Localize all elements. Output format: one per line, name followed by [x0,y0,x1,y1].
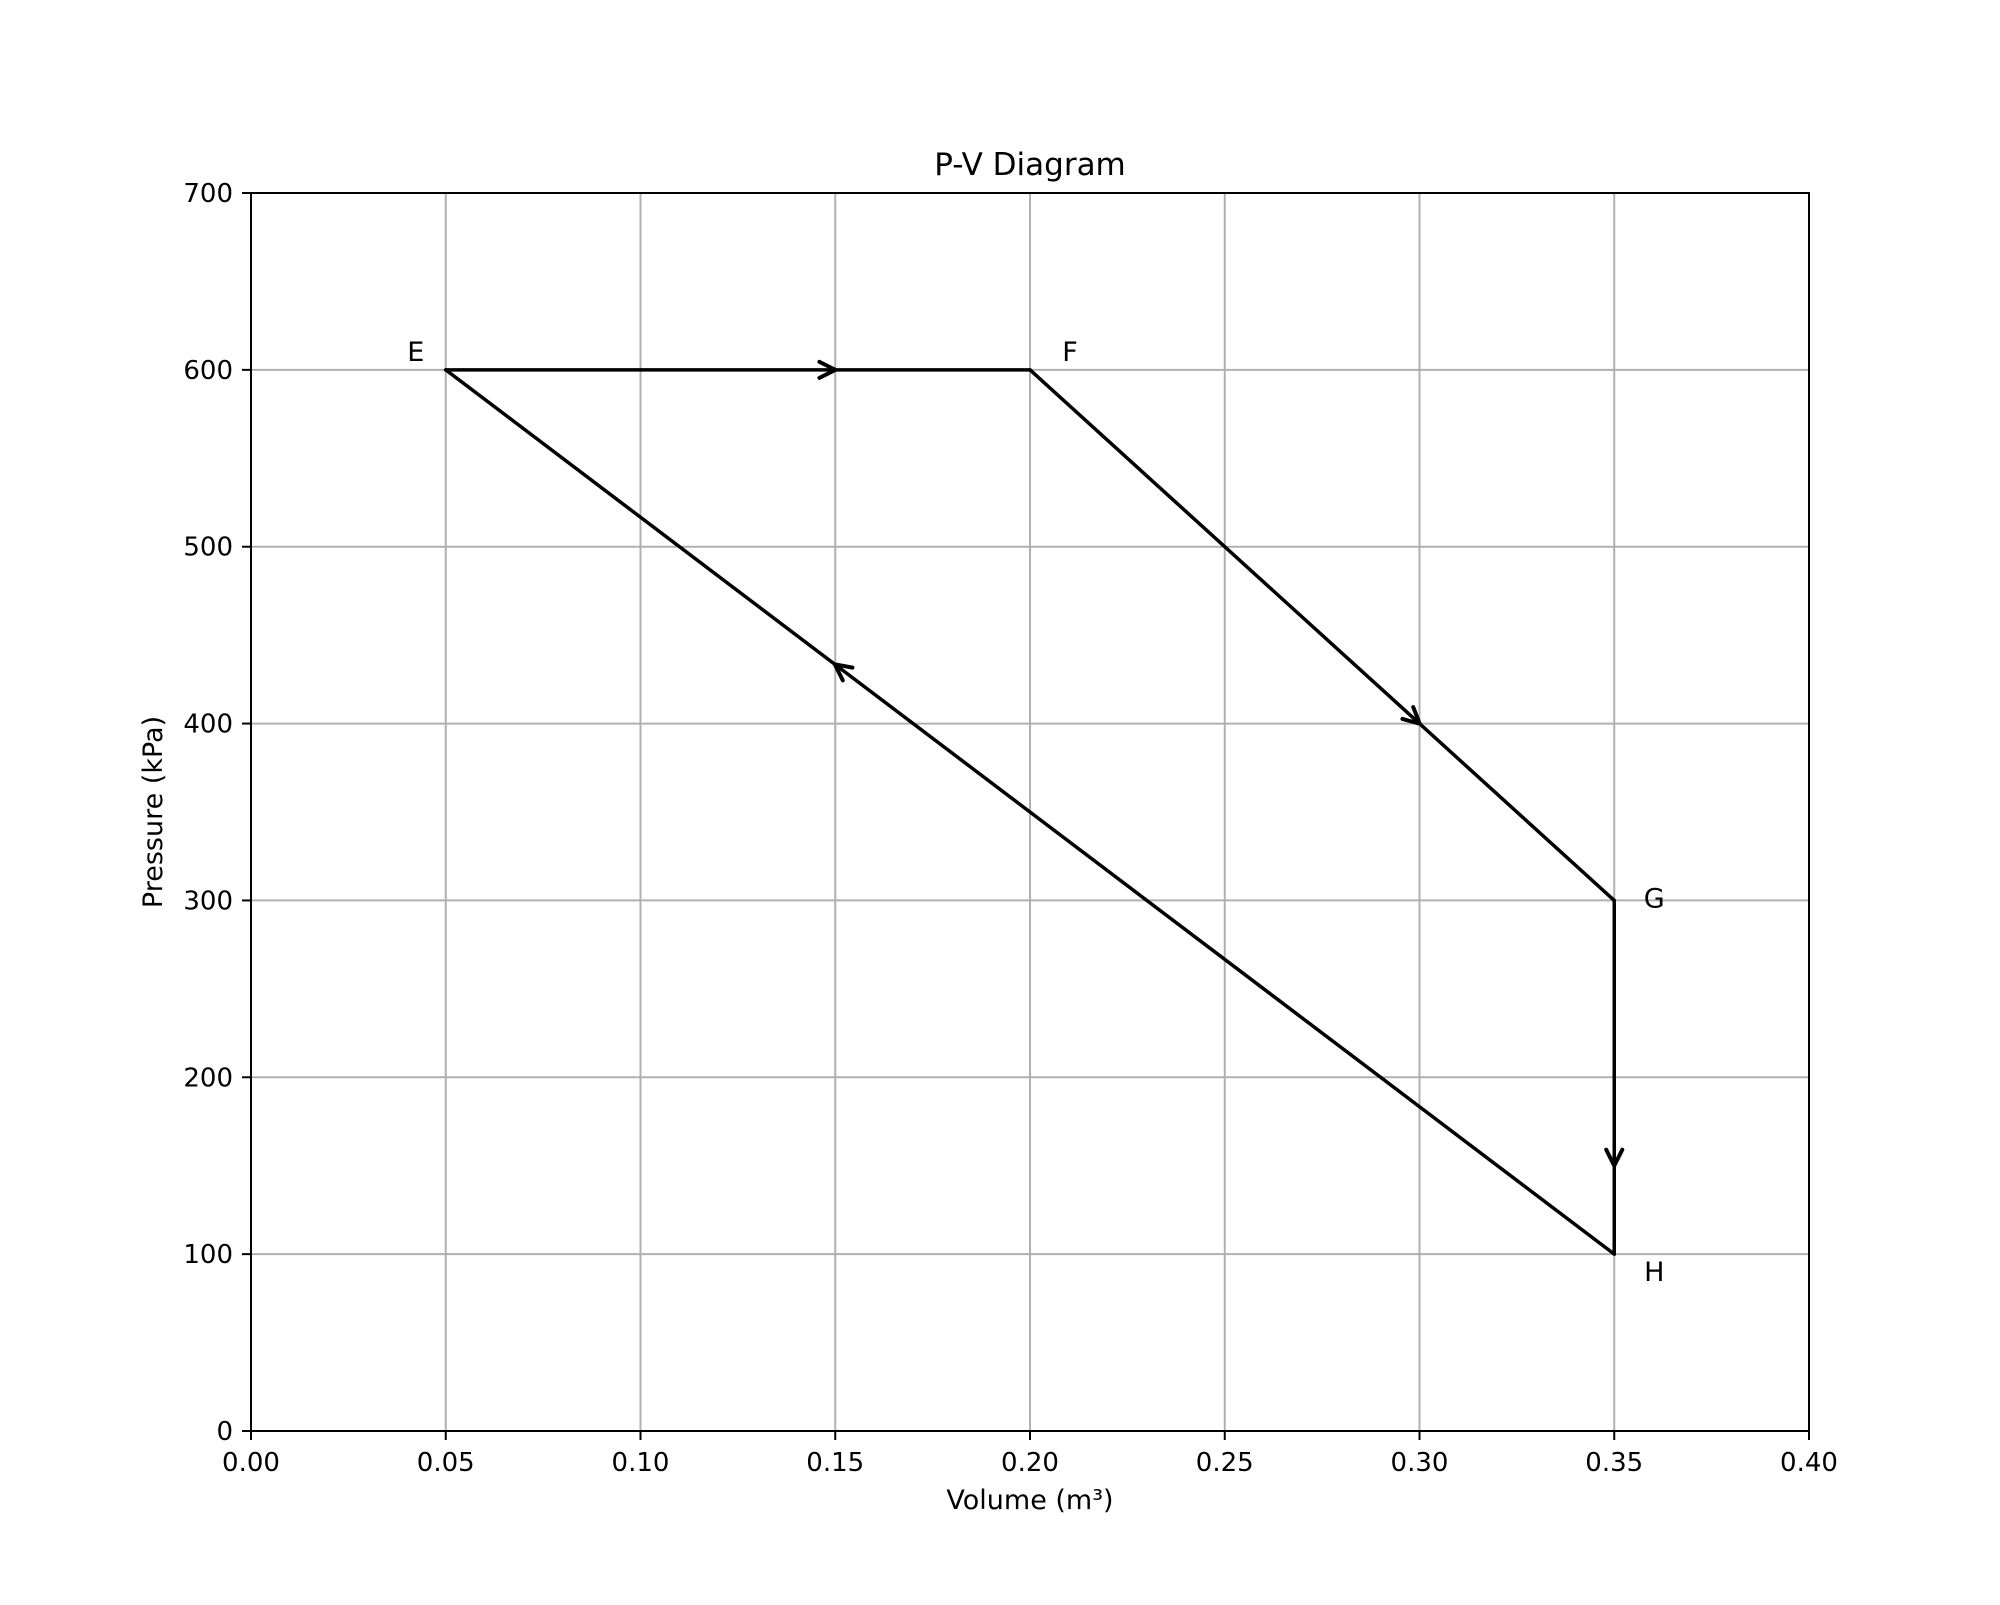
arrow-F-G [1400,705,1422,726]
x-tick-label-6: 0.30 [1391,1448,1449,1478]
path-H-E [444,368,1616,1256]
x-tick-label-2: 0.10 [612,1448,670,1478]
x-tick-label-8: 0.40 [1780,1448,1838,1478]
x-tick-label-5: 0.25 [1196,1448,1254,1478]
y-axis-label: Pressure (kPa) [138,716,169,908]
point-label-G: G [1644,883,1665,914]
chart-title: P-V Diagram [934,147,1126,183]
point-label-H: H [1644,1257,1664,1288]
point-labels: E F G H [407,337,1665,1288]
y-tick-label-1: 100 [183,1240,233,1270]
x-tick-label-1: 0.05 [417,1448,475,1478]
point-label-E: E [407,337,424,368]
x-tick-label-4: 0.20 [1001,1448,1059,1478]
y-tick-label-4: 400 [183,710,233,740]
cycle-paths [444,368,1616,1256]
direction-arrows [817,359,1625,1168]
y-tick-label-3: 300 [183,886,233,916]
y-tick-label-5: 500 [183,533,233,563]
y-tick-label-2: 200 [183,1063,233,1093]
arrow-H-E [832,662,855,683]
x-tick-label-3: 0.15 [806,1448,864,1478]
y-tick-label-0: 0 [216,1417,233,1447]
y-tick-label-7: 700 [183,179,233,209]
axis-ticks: 0.00 0.05 0.10 0.15 0.20 0.25 0.30 0.35 0.40 0 100… [183,179,1838,1478]
arrow-G-H [1604,1147,1625,1168]
path-F-G [1028,368,1616,903]
point-label-F: F [1062,337,1078,368]
x-tick-label-7: 0.35 [1585,1448,1643,1478]
x-tick-label-0: 0.00 [222,1448,280,1478]
arrow-E-F [817,359,838,380]
x-axis-label: Volume (m³) [946,1485,1113,1516]
y-tick-label-6: 600 [183,356,233,386]
